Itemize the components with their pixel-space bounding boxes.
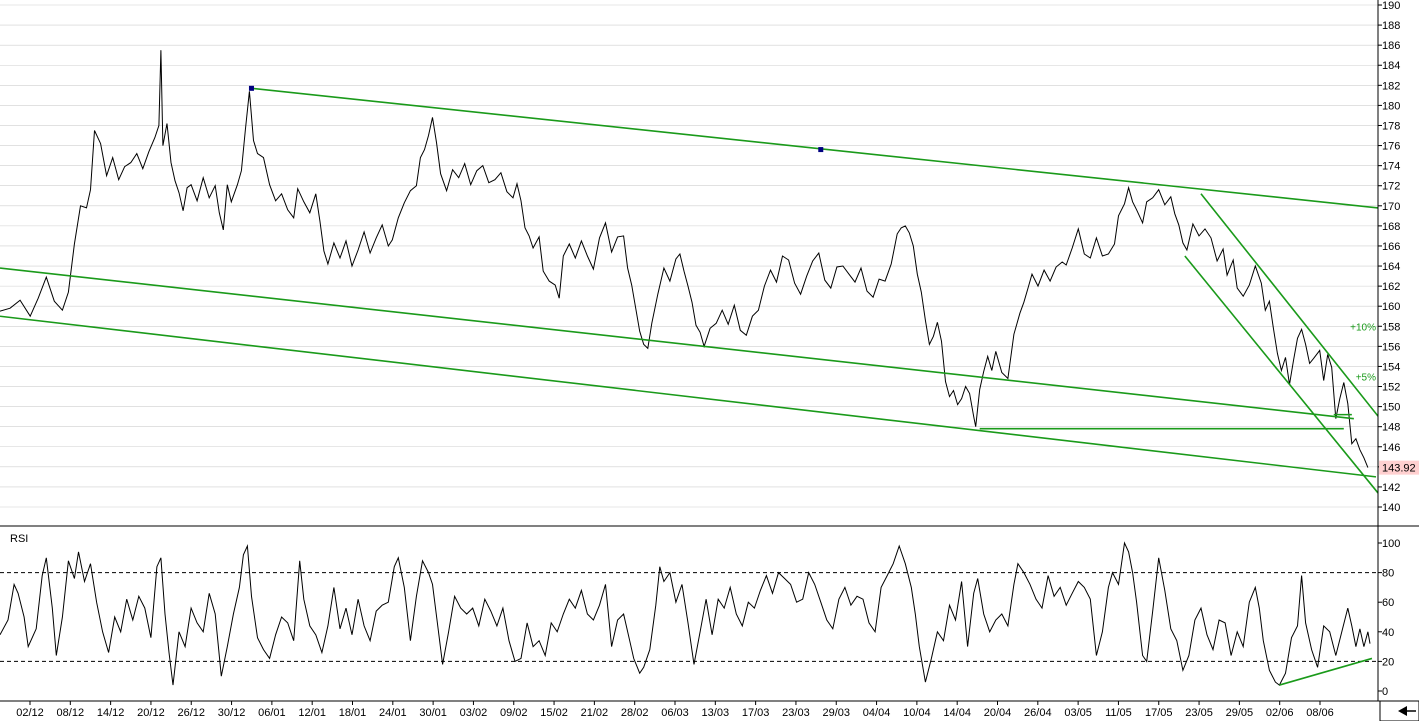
- x-tick-label: 14/04: [943, 707, 971, 719]
- price-y-tick-label: 158: [1382, 321, 1400, 333]
- x-tick-label: 23/05: [1185, 707, 1213, 719]
- price-y-tick-label: 178: [1382, 120, 1400, 132]
- last-price-label: 143.92: [1382, 463, 1416, 475]
- trendline-anchor-handle[interactable]: [818, 147, 824, 153]
- rsi-pane-label: RSI: [10, 533, 28, 545]
- rsi-pane: RSI 0 20 40 60 80 100: [0, 533, 1400, 698]
- scroll-left-button[interactable]: [1379, 700, 1419, 721]
- x-tick-label: 03/02: [460, 707, 488, 719]
- price-y-tick-label: 140: [1382, 502, 1400, 514]
- price-y-tick-label: 172: [1382, 181, 1400, 193]
- trendline-anchor-handle[interactable]: [248, 85, 254, 91]
- channel-annotation: +10%: [1350, 322, 1376, 333]
- x-tick-label: 02/06: [1266, 707, 1294, 719]
- price-y-tick-label: 164: [1382, 261, 1400, 273]
- x-tick-label: 08/12: [57, 707, 85, 719]
- price-y-tick-label: 180: [1382, 100, 1400, 112]
- x-tick-label: 29/03: [822, 707, 850, 719]
- x-tick-label: 12/01: [298, 707, 326, 719]
- x-tick-label: 08/06: [1306, 707, 1334, 719]
- price-y-tick-label: 176: [1382, 141, 1400, 153]
- x-tick-label: 10/04: [903, 707, 931, 719]
- rsi-trendline[interactable]: [1279, 657, 1373, 686]
- price-y-tick-label: 160: [1382, 301, 1400, 313]
- price-y-tick-label: 162: [1382, 281, 1400, 293]
- rsi-y-tick-label: 60: [1382, 597, 1394, 609]
- x-tick-label: 28/02: [621, 707, 649, 719]
- x-tick-label: 09/02: [500, 707, 528, 719]
- rsi-y-tick-label: 80: [1382, 568, 1394, 580]
- x-tick-label: 15/02: [540, 707, 568, 719]
- last-price-badge: [1379, 460, 1419, 475]
- price-y-tick-label: 170: [1382, 201, 1400, 213]
- rsi-y-tick-label: 20: [1382, 656, 1394, 668]
- price-trendline[interactable]: [1200, 193, 1380, 419]
- price-y-tick-label: 146: [1382, 442, 1400, 454]
- x-tick-label: 17/05: [1145, 707, 1173, 719]
- price-y-tick-label: 148: [1382, 422, 1400, 434]
- price-y-tick-label: 190: [1382, 0, 1400, 12]
- x-tick-label: 20/04: [984, 707, 1012, 719]
- x-axis: 02/12 08/12 14/12 20/12 26/12 30/12 06/01 12/01…: [16, 701, 1334, 719]
- rsi-y-tick-label: 0: [1382, 686, 1388, 698]
- x-tick-label: 04/04: [863, 707, 891, 719]
- price-trendline[interactable]: [0, 315, 1377, 478]
- x-tick-label: 30/01: [419, 707, 447, 719]
- channel-annotation: +5%: [1356, 372, 1376, 383]
- price-y-tick-label: 154: [1382, 361, 1400, 373]
- price-y-tick-label: 142: [1382, 482, 1400, 494]
- x-tick-label: 18/01: [339, 707, 367, 719]
- left-arrow-icon: [1398, 706, 1407, 716]
- x-tick-label: 21/02: [581, 707, 609, 719]
- price-y-tick-label: 166: [1382, 241, 1400, 253]
- price-y-tick-label: 184: [1382, 60, 1400, 72]
- x-tick-label: 24/01: [379, 707, 407, 719]
- price-y-tick-label: 168: [1382, 221, 1400, 233]
- x-tick-label: 02/12: [16, 707, 44, 719]
- x-tick-label: 26/04: [1024, 707, 1052, 719]
- price-y-tick-label: 174: [1382, 161, 1400, 173]
- x-tick-label: 14/12: [97, 707, 125, 719]
- rsi-y-tick-label: 100: [1382, 538, 1400, 550]
- x-tick-label: 11/05: [1105, 707, 1132, 719]
- x-tick-label: 06/03: [661, 707, 689, 719]
- price-y-tick-label: 150: [1382, 402, 1400, 414]
- x-tick-label: 13/03: [702, 707, 730, 719]
- x-tick-label: 29/05: [1226, 707, 1254, 719]
- x-tick-label: 23/03: [782, 707, 810, 719]
- price-y-tick-label: 152: [1382, 382, 1400, 394]
- price-y-tick-label: 156: [1382, 341, 1400, 353]
- x-tick-label: 06/01: [258, 707, 286, 719]
- price-trendline[interactable]: [0, 267, 1354, 420]
- x-tick-label: 17/03: [742, 707, 770, 719]
- x-tick-label: 20/12: [137, 707, 165, 719]
- price-pane: 1401421441461481501521541561581601621641…: [0, 0, 1419, 514]
- price-trendline[interactable]: [1184, 255, 1378, 494]
- price-y-tick-label: 182: [1382, 80, 1400, 92]
- rsi-y-tick-label: 40: [1382, 627, 1394, 639]
- x-tick-label: 03/05: [1064, 707, 1092, 719]
- rsi-series-line: [0, 541, 1371, 686]
- price-y-tick-label: 188: [1382, 20, 1400, 32]
- x-tick-label: 30/12: [218, 707, 246, 719]
- price-y-tick-label: 186: [1382, 40, 1400, 52]
- x-tick-label: 26/12: [177, 707, 205, 719]
